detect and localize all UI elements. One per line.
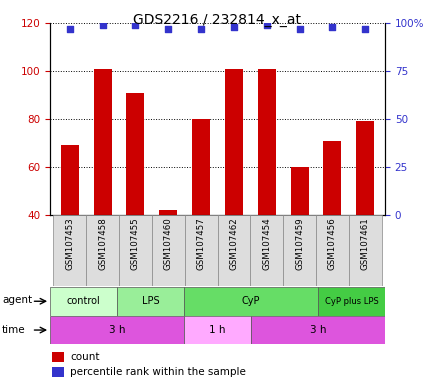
Text: GSM107458: GSM107458 — [98, 217, 107, 270]
Text: count: count — [70, 352, 99, 362]
Bar — [224, 69, 243, 215]
Text: GSM107453: GSM107453 — [65, 217, 74, 270]
Text: GSM107462: GSM107462 — [229, 217, 238, 270]
Bar — [52, 352, 64, 362]
Bar — [93, 69, 112, 215]
Bar — [53, 215, 86, 286]
Text: GSM107457: GSM107457 — [196, 217, 205, 270]
Text: 3 h: 3 h — [108, 325, 125, 335]
Point — [328, 24, 335, 30]
Text: CyP: CyP — [241, 296, 260, 306]
Text: 3 h: 3 h — [309, 325, 326, 335]
Text: GSM107461: GSM107461 — [360, 217, 369, 270]
Point — [263, 22, 270, 28]
Bar — [52, 367, 64, 377]
Bar — [50, 316, 184, 344]
Bar — [315, 215, 348, 286]
Bar — [184, 215, 217, 286]
Point — [99, 22, 106, 28]
Bar — [322, 141, 341, 215]
Text: GSM107456: GSM107456 — [327, 217, 336, 270]
Text: GSM107454: GSM107454 — [262, 217, 271, 270]
Bar — [290, 167, 308, 215]
Bar — [159, 210, 177, 215]
Bar — [50, 287, 117, 316]
Text: 1 h: 1 h — [209, 325, 225, 335]
Text: percentile rank within the sample: percentile rank within the sample — [70, 367, 246, 377]
Bar — [184, 287, 317, 316]
Bar — [119, 215, 151, 286]
Bar — [250, 215, 283, 286]
Bar — [191, 119, 210, 215]
Point — [132, 22, 138, 28]
Bar — [117, 287, 184, 316]
Bar — [217, 215, 250, 286]
Bar — [283, 215, 315, 286]
Bar — [317, 287, 384, 316]
Text: GSM107460: GSM107460 — [163, 217, 172, 270]
Bar — [355, 121, 373, 215]
Point — [197, 26, 204, 32]
Bar — [61, 146, 79, 215]
Bar — [151, 215, 184, 286]
Point — [164, 26, 171, 32]
Bar — [126, 93, 144, 215]
Bar — [348, 215, 381, 286]
Text: CyP plus LPS: CyP plus LPS — [324, 297, 378, 306]
Bar — [86, 215, 119, 286]
Text: GSM107459: GSM107459 — [294, 217, 303, 270]
Text: control: control — [66, 296, 100, 306]
Point — [230, 24, 237, 30]
Text: LPS: LPS — [141, 296, 159, 306]
Bar — [257, 69, 275, 215]
Text: GSM107455: GSM107455 — [131, 217, 140, 270]
Point — [66, 26, 73, 32]
Text: GDS2216 / 232814_x_at: GDS2216 / 232814_x_at — [133, 13, 301, 27]
Point — [361, 26, 368, 32]
Bar — [184, 316, 250, 344]
Bar — [250, 316, 384, 344]
Point — [296, 26, 302, 32]
Text: agent: agent — [2, 295, 32, 305]
Text: time: time — [2, 325, 26, 335]
